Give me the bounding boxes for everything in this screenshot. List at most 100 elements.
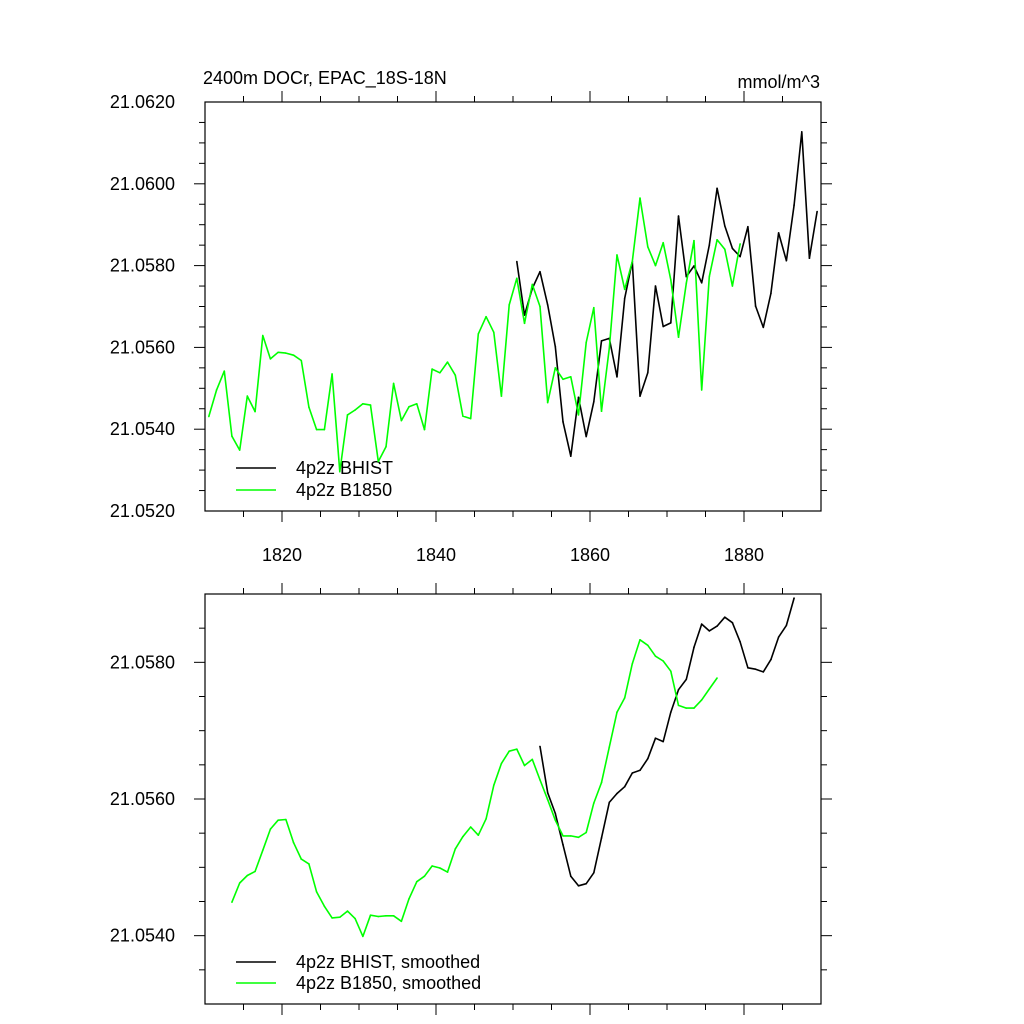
data-point bbox=[616, 254, 618, 256]
data-point bbox=[600, 340, 603, 342]
data-point bbox=[261, 334, 264, 337]
data-point bbox=[539, 270, 541, 273]
data-point bbox=[300, 359, 303, 362]
data-point bbox=[546, 304, 549, 306]
data-point bbox=[292, 354, 295, 356]
data-point bbox=[646, 644, 649, 647]
data-point bbox=[754, 305, 757, 307]
data-point bbox=[492, 331, 495, 334]
data-point bbox=[469, 826, 472, 828]
data-point bbox=[700, 623, 703, 625]
data-point bbox=[593, 306, 595, 309]
data-point bbox=[362, 935, 364, 938]
data-point bbox=[516, 277, 518, 280]
data-point bbox=[808, 257, 811, 260]
data-point bbox=[546, 798, 549, 801]
data-point bbox=[677, 688, 680, 691]
data-point bbox=[623, 785, 626, 788]
data-point bbox=[439, 371, 441, 374]
data-point bbox=[246, 874, 249, 877]
data-point bbox=[600, 410, 603, 413]
legend-label: 4p2z B1850 bbox=[296, 480, 392, 500]
data-point bbox=[439, 867, 441, 869]
data-point bbox=[585, 882, 587, 885]
data-point bbox=[546, 401, 549, 404]
legend-label: 4p2z BHIST, smoothed bbox=[296, 952, 480, 972]
data-point bbox=[508, 304, 510, 306]
data-point bbox=[639, 197, 641, 199]
data-point bbox=[577, 836, 580, 839]
data-point bbox=[600, 837, 603, 839]
data-point bbox=[608, 801, 611, 804]
data-point bbox=[569, 875, 572, 878]
data-point bbox=[685, 678, 688, 681]
data-point bbox=[670, 322, 672, 324]
data-point bbox=[593, 400, 595, 403]
data-point bbox=[554, 345, 557, 348]
x-tick-label: 1880 bbox=[724, 545, 764, 565]
data-point bbox=[285, 818, 287, 821]
data-point bbox=[770, 292, 772, 295]
data-point bbox=[446, 871, 449, 873]
data-point bbox=[323, 905, 326, 908]
data-point bbox=[677, 336, 680, 338]
data-point bbox=[492, 784, 495, 787]
data-point bbox=[369, 404, 372, 406]
data-point bbox=[623, 697, 626, 699]
data-point bbox=[693, 646, 695, 649]
data-point bbox=[631, 260, 634, 263]
y-tick-label: 21.0560 bbox=[110, 789, 175, 809]
chart-title: 2400m DOCr, EPAC_18S-18N bbox=[203, 68, 447, 89]
data-point bbox=[446, 361, 449, 363]
data-point bbox=[708, 244, 711, 246]
data-point bbox=[554, 819, 557, 821]
data-point bbox=[315, 891, 318, 893]
data-point bbox=[662, 325, 664, 328]
y-tick-label: 21.0580 bbox=[110, 256, 175, 276]
data-point bbox=[269, 358, 272, 360]
data-point bbox=[793, 597, 795, 599]
data-point bbox=[700, 699, 703, 701]
data-point bbox=[654, 737, 657, 739]
data-point bbox=[739, 255, 741, 258]
data-point bbox=[685, 707, 688, 709]
data-point bbox=[677, 704, 680, 707]
data-point bbox=[254, 410, 256, 413]
y-tick-label: 21.0540 bbox=[110, 419, 175, 439]
data-point bbox=[231, 435, 233, 437]
data-point bbox=[277, 351, 279, 354]
data-point bbox=[569, 455, 572, 457]
data-point bbox=[777, 636, 780, 638]
data-point bbox=[785, 259, 788, 262]
data-point bbox=[723, 616, 726, 619]
y-tick-label: 21.0520 bbox=[110, 501, 175, 521]
data-point bbox=[785, 624, 788, 627]
data-point bbox=[670, 670, 672, 673]
data-point bbox=[308, 863, 310, 865]
data-point bbox=[400, 419, 403, 422]
data-point bbox=[408, 897, 410, 900]
data-point bbox=[277, 819, 279, 821]
data-point bbox=[385, 445, 387, 448]
data-point bbox=[562, 843, 564, 846]
data-point bbox=[208, 415, 210, 418]
data-point bbox=[231, 901, 233, 903]
data-point bbox=[477, 333, 480, 335]
data-point bbox=[500, 762, 503, 765]
data-point bbox=[462, 835, 464, 838]
data-point bbox=[700, 389, 703, 391]
data-point bbox=[516, 748, 518, 750]
data-point bbox=[523, 314, 526, 316]
data-point bbox=[531, 283, 534, 286]
data-point bbox=[585, 831, 587, 834]
data-point bbox=[385, 915, 387, 917]
data-point bbox=[431, 865, 433, 867]
data-point bbox=[485, 818, 487, 820]
data-point bbox=[646, 245, 649, 248]
data-point bbox=[693, 239, 695, 242]
data-point bbox=[531, 758, 534, 761]
data-point bbox=[631, 772, 634, 774]
y-tick-label: 21.0580 bbox=[110, 652, 175, 672]
data-point bbox=[608, 347, 611, 350]
